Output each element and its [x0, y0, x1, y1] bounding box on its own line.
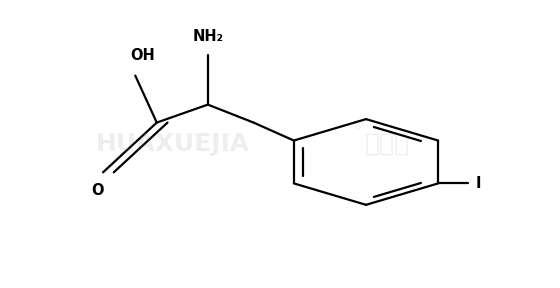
- Text: OH: OH: [130, 48, 155, 63]
- Text: O: O: [91, 183, 104, 198]
- Text: 化学加: 化学加: [365, 132, 410, 156]
- Text: ®: ®: [352, 121, 363, 131]
- Text: HUAXUEJIA: HUAXUEJIA: [95, 132, 250, 156]
- Text: NH₂: NH₂: [192, 29, 223, 44]
- Text: I: I: [476, 176, 481, 191]
